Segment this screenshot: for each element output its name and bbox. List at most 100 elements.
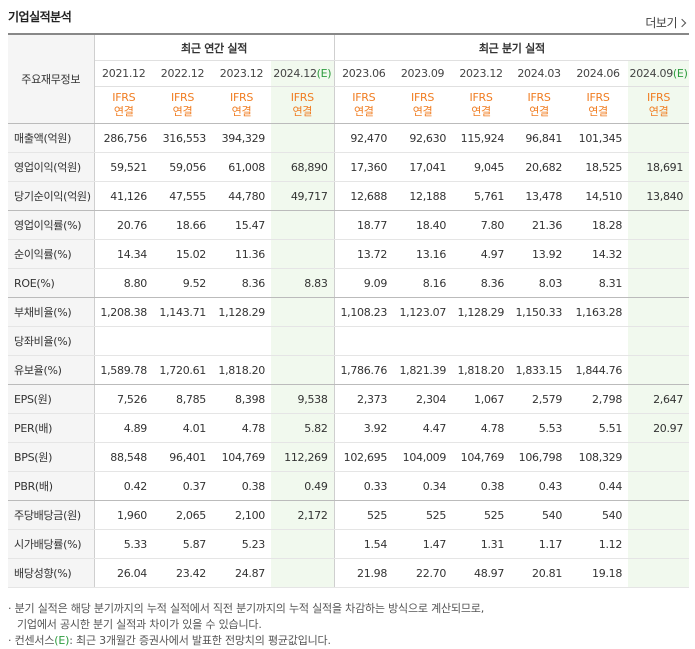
- table-cell: 1,818.20: [212, 355, 271, 385]
- table-row: PBR(배) 0.42 0.37 0.38 0.49 0.33 0.34 0.38 0.43 0.…: [8, 471, 690, 501]
- table-cell: 2,373: [334, 384, 394, 414]
- table-cell: 1,108.23: [334, 297, 394, 327]
- table-cell: 18,525: [568, 152, 629, 182]
- table-cell: 8.36: [452, 268, 511, 298]
- table-row: 주당배당금(원) 1,960 2,065 2,100 2,172 525 525 525 540…: [8, 500, 690, 530]
- table-cell: 20,682: [510, 152, 569, 182]
- row-label: 배당성향(%): [8, 558, 95, 588]
- table-cell: 22.70: [393, 558, 453, 588]
- note-line-3: · 컨센서스(E): 최근 3개월간 증권사에서 발표한 전망치의 평균값입니다…: [8, 634, 331, 647]
- ifrs-label: IFRS 연결: [510, 86, 569, 124]
- table-cell: 104,769: [452, 442, 511, 472]
- table-cell: [271, 326, 335, 356]
- ifrs-label: IFRS 연결: [568, 86, 629, 124]
- note-line-1: · 분기 실적은 해당 분기까지의 누적 실적에서 직전 분기까지의 누적 실적…: [8, 602, 485, 615]
- table-cell: 4.47: [393, 413, 453, 443]
- table-cell: 2,579: [510, 384, 569, 414]
- financial-table: 주요재무정보 최근 연간 실적 최근 분기 실적 2021.12 2022.12 2…: [8, 33, 690, 588]
- table-cell: 9.09: [334, 268, 394, 298]
- table-row: 매출액(억원) 286,756 316,553 394,329 92,470 92,630…: [8, 123, 690, 153]
- row-header-label: 주요재무정보: [8, 33, 95, 124]
- table-cell: [628, 529, 690, 559]
- table-cell: 316,553: [153, 123, 212, 153]
- table-cell: 88,548: [94, 442, 153, 472]
- table-cell: 14.34: [94, 239, 153, 269]
- table-cell: 13.16: [393, 239, 453, 269]
- ifrs-label: IFRS 연결: [271, 86, 335, 124]
- row-label: 시가배당률(%): [8, 529, 95, 559]
- more-label: 더보기: [645, 16, 677, 30]
- table-cell: 112,269: [271, 442, 335, 472]
- table-cell: 14.32: [568, 239, 629, 269]
- table-cell: 13.72: [334, 239, 394, 269]
- table-row: 영업이익(억원) 59,521 59,056 61,008 68,890 17,360 17…: [8, 152, 690, 182]
- row-label: 영업이익률(%): [8, 210, 95, 240]
- table-cell: [271, 529, 335, 559]
- table-cell: 59,056: [153, 152, 212, 182]
- table-cell: 4.97: [452, 239, 511, 269]
- table-row: BPS(원) 88,548 96,401 104,769 112,269 102,695 1…: [8, 442, 690, 472]
- table-cell: 4.01: [153, 413, 212, 443]
- ifrs-label: IFRS 연결: [153, 86, 212, 124]
- table-cell: [628, 210, 690, 240]
- table-row: 당기순이익(억원) 41,126 47,555 44,780 49,717 12,688 1…: [8, 181, 690, 211]
- table-cell: 61,008: [212, 152, 271, 182]
- table-cell: 9,045: [452, 152, 511, 182]
- chevron-right-icon: [677, 18, 687, 28]
- table-cell: 11.36: [212, 239, 271, 269]
- annual-group-header: 최근 연간 실적: [94, 33, 335, 61]
- table-cell: 13,840: [628, 181, 690, 211]
- table-cell: 21.98: [334, 558, 394, 588]
- table-cell: 0.49: [271, 471, 335, 501]
- table-cell: 102,695: [334, 442, 394, 472]
- table-cell: 1,589.78: [94, 355, 153, 385]
- table-cell: 48.97: [452, 558, 511, 588]
- ifrs-label: IFRS 연결: [393, 86, 453, 124]
- period-header: 2024.06: [568, 60, 629, 87]
- table-cell: 1,143.71: [153, 297, 212, 327]
- table-cell: 8,785: [153, 384, 212, 414]
- table-cell: [94, 326, 153, 356]
- table-cell: 1.12: [568, 529, 629, 559]
- table-cell: 1,821.39: [393, 355, 453, 385]
- table-cell: 1.54: [334, 529, 394, 559]
- table-cell: [568, 326, 629, 356]
- table-cell: [334, 326, 394, 356]
- table-cell: 7.80: [452, 210, 511, 240]
- table-cell: 8.83: [271, 268, 335, 298]
- ifrs-label: IFRS 연결: [628, 86, 690, 124]
- table-cell: 7,526: [94, 384, 153, 414]
- table-cell: 1,128.29: [212, 297, 271, 327]
- table-cell: [452, 326, 511, 356]
- table-cell: 2,798: [568, 384, 629, 414]
- table-cell: 8.16: [393, 268, 453, 298]
- table-cell: 4.78: [212, 413, 271, 443]
- period-header: 2022.12: [153, 60, 212, 87]
- table-cell: 24.87: [212, 558, 271, 588]
- table-cell: 0.37: [153, 471, 212, 501]
- table-cell: 8.80: [94, 268, 153, 298]
- row-label: BPS(원): [8, 442, 95, 472]
- row-label: 영업이익(억원): [8, 152, 95, 182]
- table-cell: [212, 326, 271, 356]
- table-row: 시가배당률(%) 5.33 5.87 5.23 1.54 1.47 1.31 1.17 1.12: [8, 529, 690, 559]
- table-cell: 20.76: [94, 210, 153, 240]
- table-row: PER(배) 4.89 4.01 4.78 5.82 3.92 4.47 4.78 5.53 5.…: [8, 413, 690, 443]
- table-cell: 2,172: [271, 500, 335, 530]
- row-label: PBR(배): [8, 471, 95, 501]
- table-cell: 1.47: [393, 529, 453, 559]
- table-cell: 106,798: [510, 442, 569, 472]
- row-label: EPS(원): [8, 384, 95, 414]
- table-cell: 286,756: [94, 123, 153, 153]
- table-cell: 14,510: [568, 181, 629, 211]
- more-link[interactable]: 더보기: [645, 14, 687, 31]
- table-cell: 104,769: [212, 442, 271, 472]
- table-cell: 15.47: [212, 210, 271, 240]
- table-cell: 18,691: [628, 152, 690, 182]
- table-cell: 8.03: [510, 268, 569, 298]
- ifrs-label: IFRS 연결: [452, 86, 511, 124]
- table-cell: 1,128.29: [452, 297, 511, 327]
- row-label: 당좌비율(%): [8, 326, 95, 356]
- table-cell: 0.38: [452, 471, 511, 501]
